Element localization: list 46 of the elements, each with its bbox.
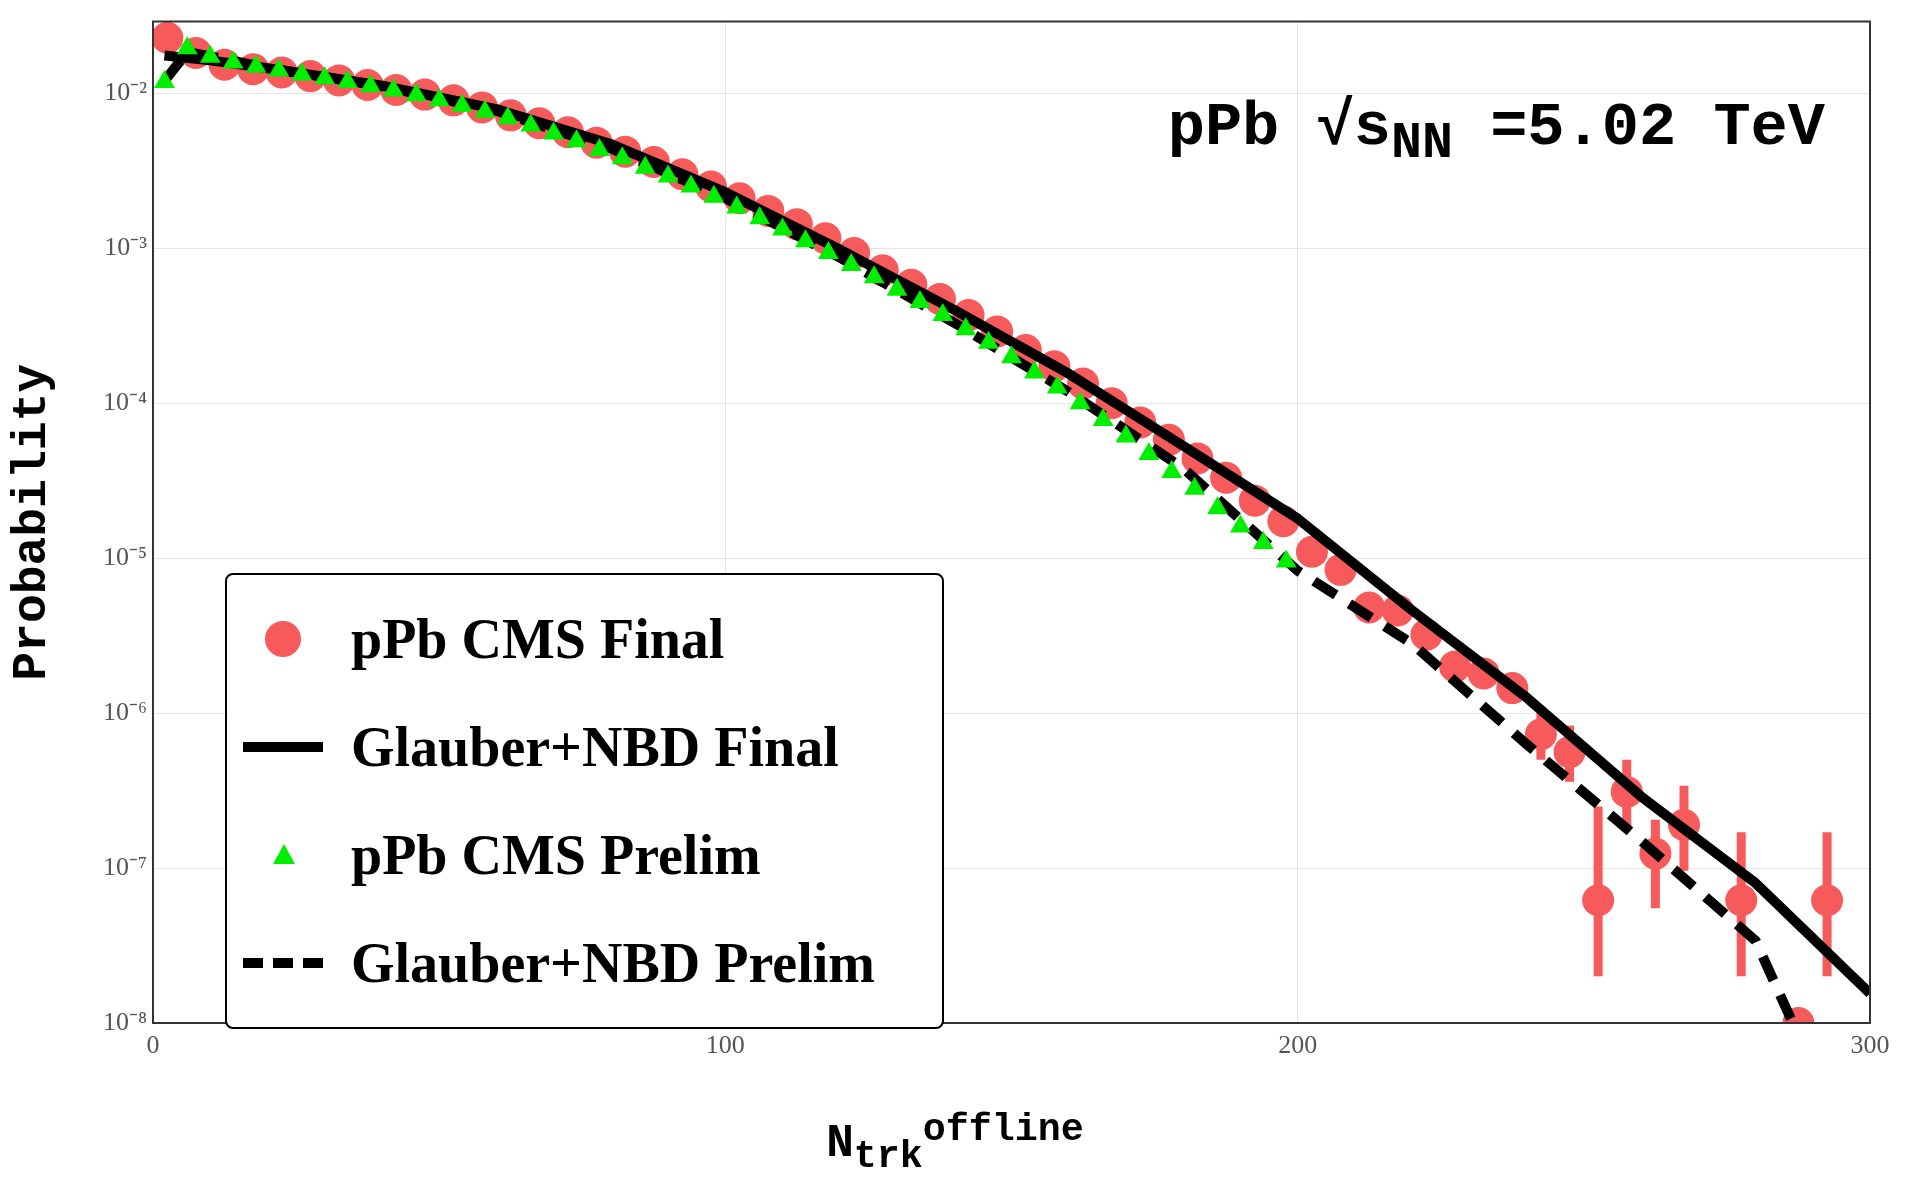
point <box>1115 424 1137 443</box>
point <box>1295 535 1328 568</box>
y-axis-title: Probability <box>4 363 59 681</box>
point <box>1582 884 1615 917</box>
point <box>154 70 175 89</box>
point <box>772 217 793 236</box>
x-tick-label: 0 <box>146 1030 160 1060</box>
x-tick-label: 100 <box>705 1030 745 1060</box>
point <box>1046 375 1068 394</box>
point <box>1184 476 1206 495</box>
legend-label: pPb CMS Final <box>351 607 725 671</box>
point <box>1001 345 1022 364</box>
point <box>817 241 839 260</box>
point <box>955 317 977 336</box>
x-tick-label: 300 <box>1850 1030 1890 1060</box>
legend-label: Glauber+NBD Final <box>351 715 839 779</box>
point <box>1069 391 1091 410</box>
point <box>199 44 221 63</box>
point <box>543 121 565 140</box>
x-tick-label: 200 <box>1278 1030 1318 1060</box>
y-tick-label: 10⁻⁸ <box>102 1006 147 1036</box>
point <box>886 277 908 296</box>
point <box>1161 459 1183 478</box>
point <box>1252 531 1274 550</box>
point <box>909 289 931 308</box>
y-tick-label: 10⁻⁶ <box>102 696 147 726</box>
y-tick-label: 10⁻⁷ <box>102 851 147 881</box>
point <box>428 88 450 107</box>
y-tick-label: 10⁻⁵ <box>102 541 147 571</box>
point <box>1024 360 1045 379</box>
point <box>932 303 954 322</box>
point <box>1811 884 1844 917</box>
y-tick-label: 10⁻² <box>104 77 148 107</box>
point <box>1725 884 1758 917</box>
point <box>314 66 336 85</box>
annotation: pPb √s$_{NN}$ =5.02 TeV <box>1167 92 1825 174</box>
point <box>795 229 816 248</box>
y-tick-label: 10⁻⁴ <box>102 387 147 416</box>
y-tick-label: 10⁻³ <box>104 232 148 262</box>
legend-label: pPb CMS Prelim <box>351 823 761 887</box>
point <box>1230 514 1251 533</box>
legend-label: Glauber+NBD Prelim <box>351 931 875 995</box>
point <box>1207 496 1228 515</box>
point <box>657 164 679 183</box>
point <box>1138 441 1160 460</box>
point <box>1092 407 1114 426</box>
